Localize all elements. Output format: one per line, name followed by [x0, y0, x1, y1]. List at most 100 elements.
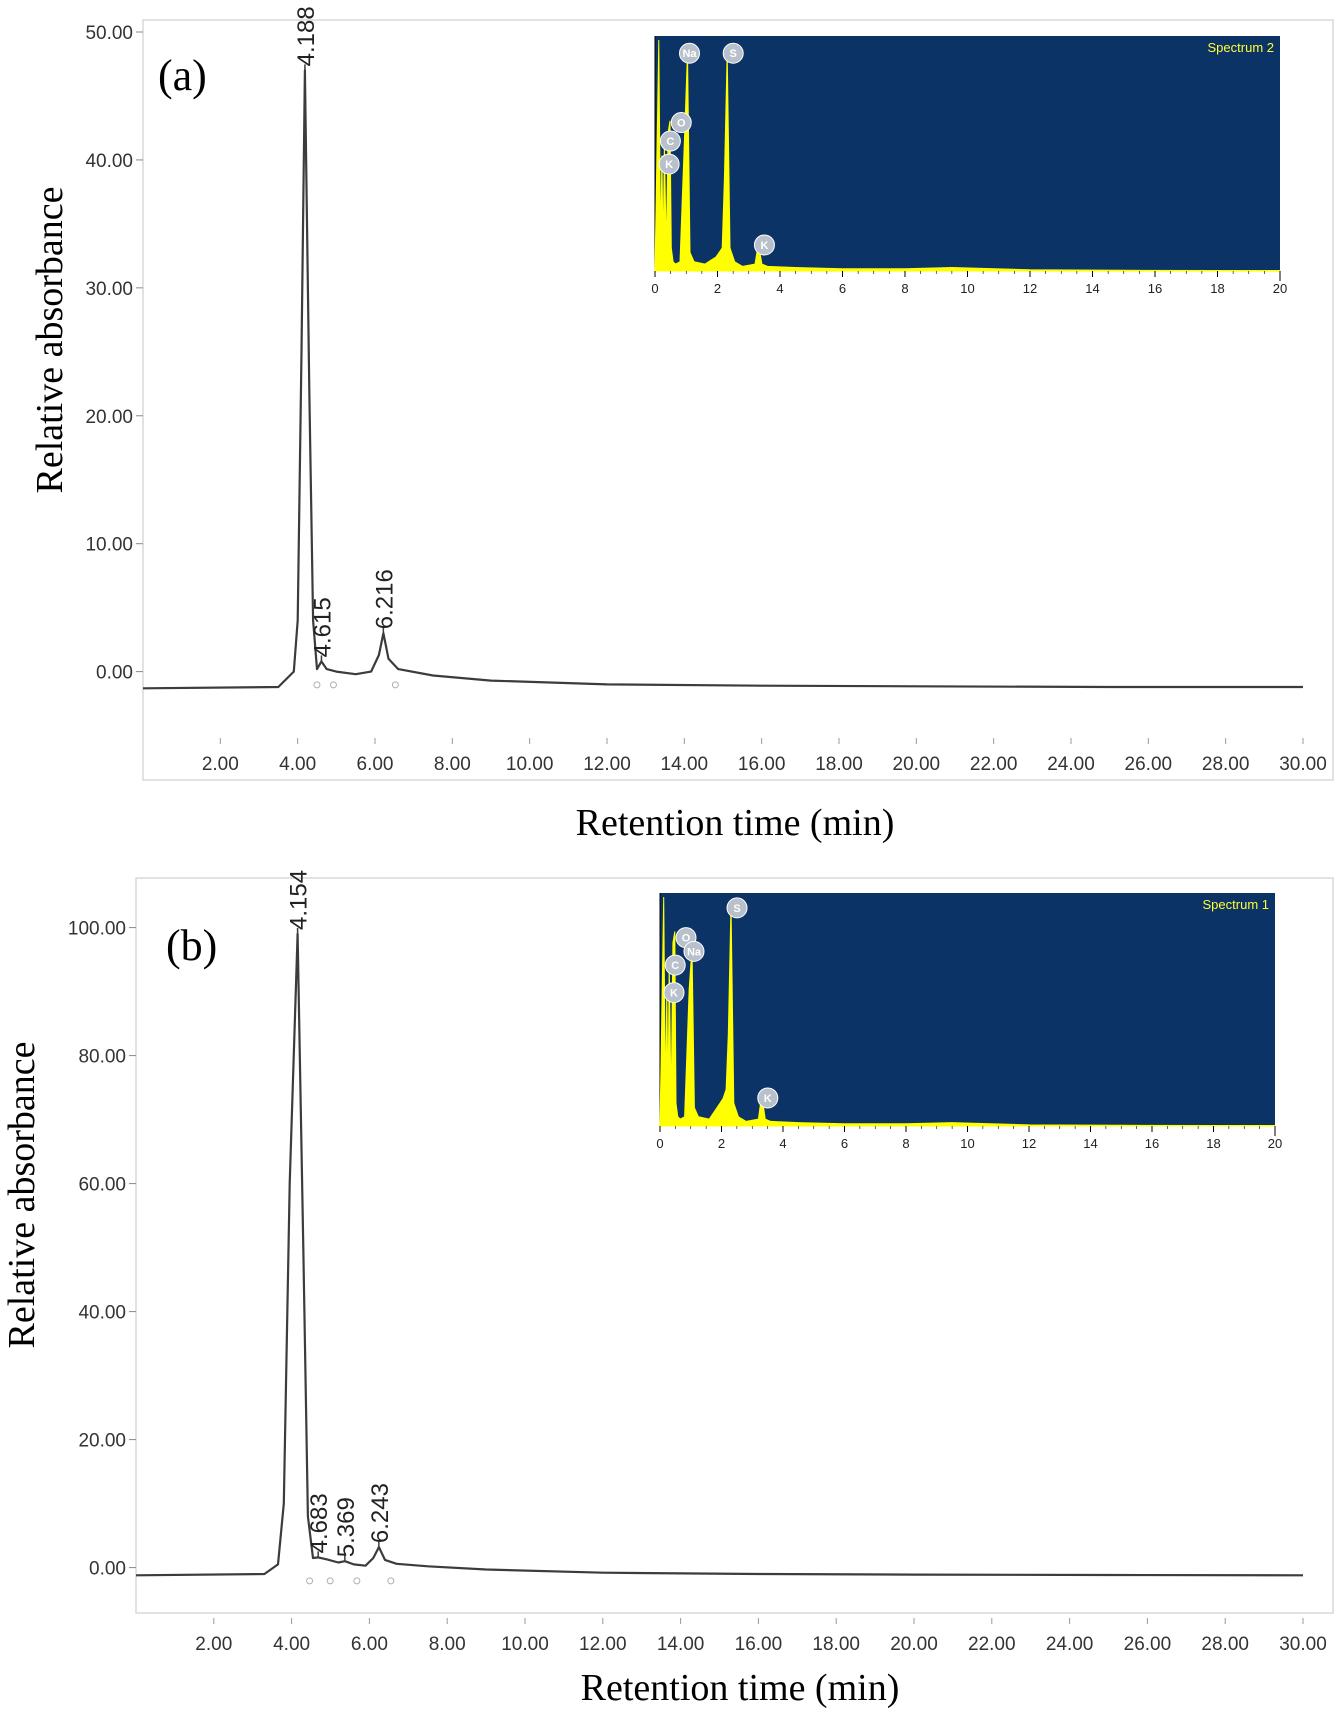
x-tick-label: 4.00: [273, 1634, 310, 1655]
peak-label: 4.154: [286, 870, 313, 930]
element-label: K: [764, 1093, 772, 1105]
x-tick-label: 4.00: [279, 754, 316, 775]
inset-x-tick-label: 20: [1273, 281, 1287, 296]
y-tick-label: 80.00: [78, 1047, 126, 1068]
baseline-marker: [387, 1577, 395, 1585]
inset-x-tick-label: 0: [656, 1136, 663, 1151]
x-tick-label: 28.00: [1202, 754, 1250, 775]
y-tick-label: 50.00: [85, 23, 133, 44]
element-label: Na: [687, 946, 702, 958]
x-tick-label: 22.00: [968, 1634, 1016, 1655]
baseline-marker: [326, 1577, 334, 1585]
peak-label: 4.188: [293, 6, 320, 66]
inset-x-tick-label: 14: [1083, 1136, 1097, 1151]
inset-x-tick-label: 2: [714, 281, 721, 296]
y-tick-label: 0.00: [89, 1559, 126, 1580]
baseline-marker: [313, 681, 321, 689]
x-tick-label: 12.00: [583, 754, 631, 775]
x-tick-label: 2.00: [195, 1634, 232, 1655]
inset-x-tick-label: 12: [1023, 281, 1037, 296]
element-marker: [683, 940, 705, 962]
element-label: K: [670, 988, 678, 1000]
y-tick-label: 100.00: [68, 919, 126, 940]
y-tick-label: 40.00: [78, 1303, 126, 1324]
inset-x-tick-label: 20: [1268, 1136, 1282, 1151]
x-tick-label: 6.00: [357, 754, 394, 775]
x-tick-label: 10.00: [506, 754, 554, 775]
inset-x-tick-label: 8: [901, 281, 908, 296]
element-label: K: [760, 240, 768, 252]
inset-title: Spectrum 2: [1208, 40, 1274, 55]
inset-x-tick-label: 6: [839, 281, 846, 296]
x-tick-label: 6.00: [351, 1634, 388, 1655]
inset-x-tick-label: 4: [776, 281, 783, 296]
y-tick-label: 10.00: [85, 535, 133, 556]
peak-label: 5.369: [333, 1497, 360, 1557]
chromatogram-trace: [135, 932, 1304, 1577]
x-tick-label: 16.00: [735, 1634, 783, 1655]
panel-label: (a): [158, 51, 207, 100]
inset-x-tick-label: 4: [779, 1136, 786, 1151]
element-marker: [726, 897, 748, 919]
inset-x-tick-label: 10: [960, 1136, 974, 1151]
x-tick-label: 18.00: [815, 754, 863, 775]
inset-x-tick-label: 0: [651, 281, 658, 296]
x-tick-label: 14.00: [661, 754, 709, 775]
element-label: C: [671, 960, 679, 972]
x-tick-label: 2.00: [202, 754, 239, 775]
x-tick-label: 26.00: [1125, 754, 1173, 775]
chart-panel-b: 0.00 20.00 40.00 60.00 80.00 100.00 2.00 4.00 6.…: [1, 870, 1334, 1709]
inset-x-tick-label: 6: [841, 1136, 848, 1151]
inset-spectrum-fill: [654, 39, 1281, 272]
element-label: K: [665, 159, 673, 171]
x-tick-label: 28.00: [1201, 1634, 1249, 1655]
element-label: O: [682, 933, 691, 945]
y-tick-label: 60.00: [78, 1175, 126, 1196]
x-tick-label: 24.00: [1047, 754, 1095, 775]
element-marker: [722, 42, 744, 64]
x-tick-label: 16.00: [738, 754, 786, 775]
inset-plot-area: [655, 36, 1280, 271]
y-tick-label: 0.00: [96, 663, 133, 684]
inset-x-tick-label: 8: [902, 1136, 909, 1151]
y-tick-label: 20.00: [85, 407, 133, 428]
inset-x-tick-label: 12: [1022, 1136, 1036, 1151]
baseline-marker: [329, 681, 337, 689]
x-tick-label: 30.00: [1279, 754, 1327, 775]
chromatogram-trace: [142, 69, 1303, 690]
y-axis-label: Relative absorbance: [29, 186, 71, 493]
element-marker: [664, 954, 686, 976]
inset-spectrum: 0 2 4 6 8 10 12 14 16 18 20 Spectrum 1 K C ONa S K: [656, 893, 1282, 1161]
element-marker: [679, 42, 700, 64]
x-tick-label: 24.00: [1046, 1634, 1094, 1655]
inset-spectrum-fill: [659, 896, 1276, 1127]
x-tick-label: 30.00: [1279, 1634, 1327, 1655]
x-tick-label: 8.00: [429, 1634, 466, 1655]
inset-x-tick-label: 18: [1206, 1136, 1220, 1151]
inset-x-tick-label: 10: [960, 281, 974, 296]
inset-x-tick-label: 14: [1085, 281, 1099, 296]
element-label: C: [666, 136, 674, 148]
x-tick-label: 20.00: [890, 1634, 938, 1655]
x-tick-label: 26.00: [1124, 1634, 1172, 1655]
peak-label: 4.615: [309, 597, 336, 657]
element-marker: [753, 234, 775, 256]
x-tick-label: 10.00: [501, 1634, 549, 1655]
element-marker: [659, 130, 681, 152]
inset-x-tick-label: 18: [1210, 281, 1224, 296]
peak-label: 6.243: [367, 1483, 394, 1543]
x-tick-label: 18.00: [812, 1634, 860, 1655]
y-tick-label: 20.00: [78, 1431, 126, 1452]
peak-label: 4.683: [306, 1493, 333, 1553]
peak-label: 6.216: [371, 569, 398, 629]
y-tick-label: 40.00: [85, 151, 133, 172]
element-label: S: [730, 48, 737, 60]
element-label: Na: [682, 48, 697, 60]
baseline-marker: [353, 1577, 361, 1585]
y-axis-label: Relative absorbance: [1, 1041, 43, 1348]
baseline-marker: [306, 1577, 314, 1585]
inset-plot-area: [660, 893, 1275, 1126]
element-marker: [757, 1087, 779, 1109]
inset-x-tick-label: 2: [718, 1136, 725, 1151]
x-tick-label: 20.00: [893, 754, 941, 775]
